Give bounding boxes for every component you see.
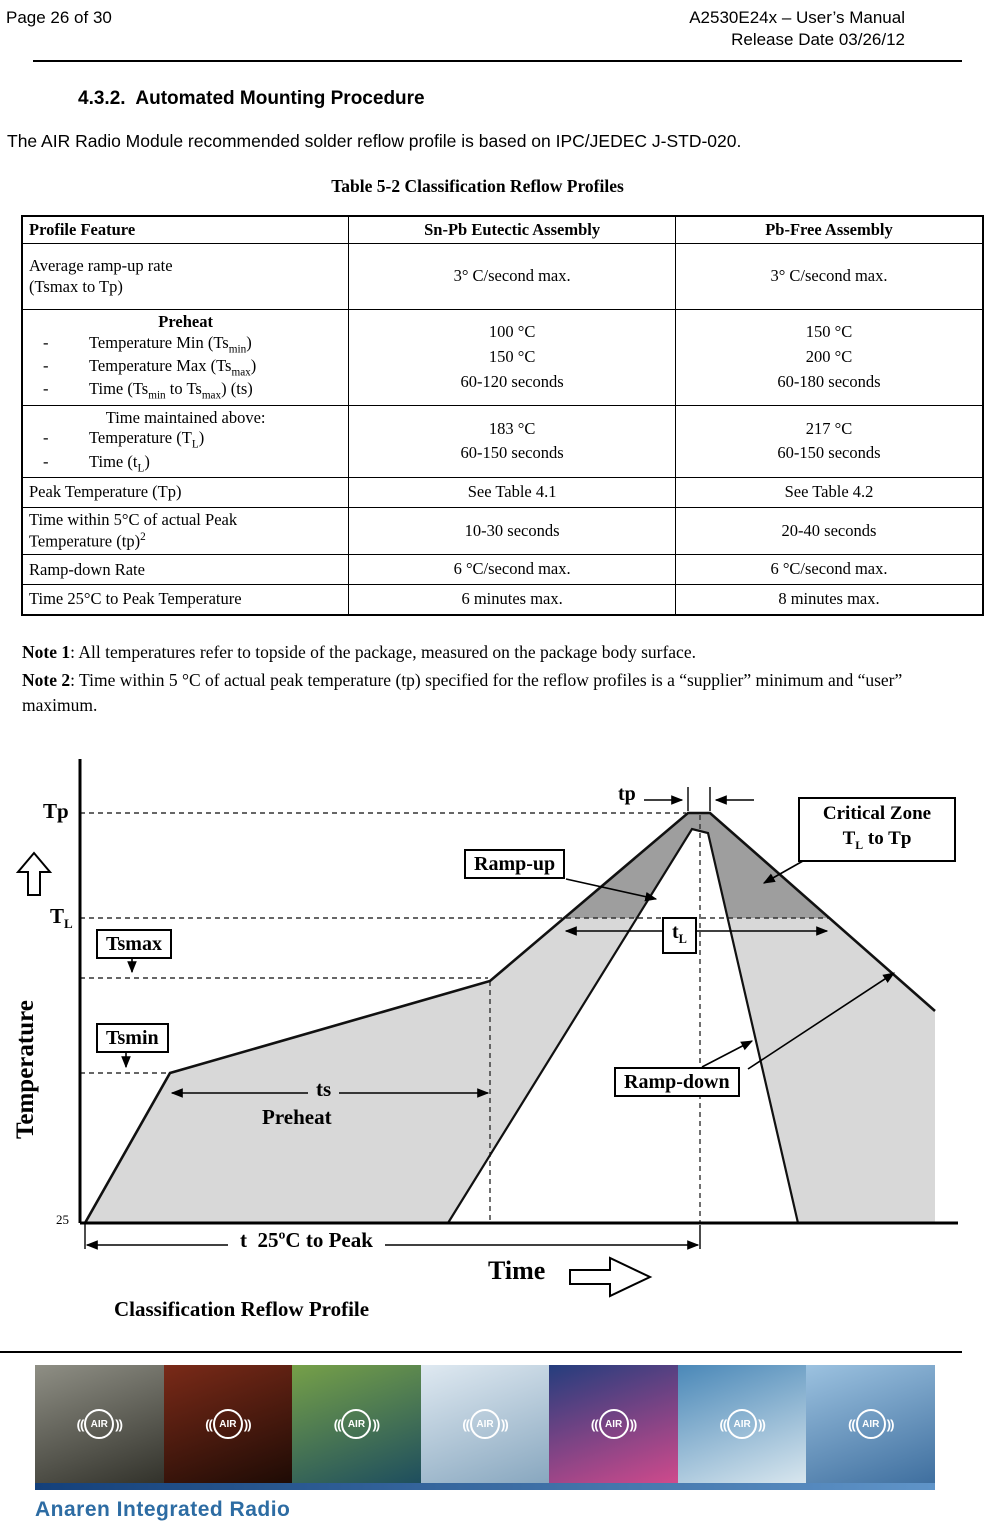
critical-zone-region (564, 813, 829, 919)
photo-skier: ((AIR)) (163, 1365, 293, 1484)
air-logo: ((AIR)) (205, 1409, 251, 1440)
notes: Note 1: All temperatures refer to topsid… (22, 640, 938, 718)
table-row: Ramp-down Rate 6 °C/second max. 6 °C/secon… (21, 554, 984, 586)
table-row: Average ramp-up rate (Tsmax to Tp) 3° C/se… (21, 242, 984, 311)
profile-feature-cell: Average ramp-up rate (Tsmax to Tp) (21, 242, 350, 311)
tp-span-label: tp (618, 783, 636, 806)
snpb-cell: 6 °C/second max. (348, 554, 676, 586)
pbfree-cell: 20-40 seconds (674, 506, 984, 556)
ramp-down-label: Ramp-down (614, 1067, 740, 1098)
table-title: Table 5-2 Classification Reflow Profiles (331, 175, 624, 196)
reflow-table: Profile Feature Sn-Pb Eutectic Assembly … (21, 214, 984, 616)
figure-caption: Classification Reflow Profile (114, 1297, 370, 1322)
pbfree-cell: 150 °C 200 °C 60-180 seconds (674, 309, 984, 406)
preheat-label: Preheat (262, 1105, 332, 1130)
photo-mountain-biker: ((AIR)) (292, 1365, 421, 1484)
pbfree-cell: 3° C/second max. (674, 242, 984, 311)
pbfree-cell: 8 minutes max. (674, 584, 984, 616)
footer-accent-bar (35, 1483, 935, 1491)
reflow-figure: Tp TL 25 Tsmax Tsmin Ramp-up Critical Zo… (10, 753, 970, 1333)
table-row: Preheat - Temperature Min (Tsmin) - Temperat… (21, 309, 984, 406)
note: Note 2: Time within 5 °C of actual peak … (22, 669, 903, 715)
snpb-cell: 3° C/second max. (348, 242, 676, 311)
release-date: Release Date 03/26/12 (731, 30, 905, 50)
pbfree-cell: 6 °C/second max. (674, 554, 984, 586)
intro-paragraph: The AIR Radio Module recommended solder … (7, 130, 742, 151)
section-heading: 4.3.2. Automated Mounting Procedure (78, 87, 425, 109)
brand-logo-text: Anaren Integrated Radio (35, 1498, 291, 1522)
ramp-up-label: Ramp-up (464, 849, 566, 880)
air-logo: ((AIR)) (720, 1409, 766, 1440)
critical-zone-label: Critical Zone TL to Tp (798, 797, 956, 863)
photo-kayaker: ((AIR)) (677, 1365, 807, 1484)
profile-band (85, 813, 935, 1224)
snpb-cell: 6 minutes max. (348, 584, 676, 616)
time-arrow-icon (569, 1256, 653, 1299)
air-logo: ((AIR)) (591, 1409, 637, 1440)
t25-to-peak-label: t 25ºC to Peak (228, 1228, 385, 1254)
table-row: Time maintained above: - Temperature (TL) -… (21, 404, 984, 478)
air-logo: ((AIR)) (77, 1409, 123, 1440)
snpb-cell: 10-30 seconds (348, 506, 676, 556)
profile-feature-cell: Time within 5°C of actual Peak Temperatur… (21, 506, 350, 556)
pbfree-cell: 217 °C 60-150 seconds (674, 404, 984, 478)
col-header-snpb: Sn-Pb Eutectic Assembly (348, 215, 676, 244)
air-logo: ((AIR)) (334, 1409, 380, 1440)
photo-skateboarder: ((AIR)) (35, 1365, 164, 1484)
arrows (85, 795, 896, 1251)
profile-feature-cell: Peak Temperature (Tp) (21, 476, 350, 508)
tsmax-label: Tsmax (96, 929, 172, 960)
snpb-cell: See Table 4.1 (348, 476, 676, 508)
time-axis-label: Time (488, 1256, 546, 1286)
photo-wakeboarder: ((AIR)) (806, 1365, 936, 1484)
table-header-row: Profile Feature Sn-Pb Eutectic Assembly … (21, 215, 984, 244)
tick-marks (84, 787, 711, 1250)
snpb-cell: 100 °C 150 °C 60-120 seconds (348, 309, 676, 406)
pbfree-cell: See Table 4.2 (674, 476, 984, 508)
ts-span-label: ts (308, 1077, 340, 1103)
note: Note 1: All temperatures refer to topsid… (22, 641, 696, 662)
reflow-profile-plot (15, 759, 958, 1299)
profile-feature-cell: Preheat - Temperature Min (Tsmin) - Temperat… (21, 309, 350, 406)
page-header: Page 26 of 30 A2530E24x – User’s Manual … (0, 0, 995, 52)
profile-feature-cell: Time 25°C to Peak Temperature (21, 584, 350, 616)
photo-snowboarder: ((AIR)) (420, 1365, 550, 1484)
tl-span-label: tL (662, 917, 697, 955)
temperature-arrow-icon (15, 851, 53, 897)
temperature-axis-label: Temperature (12, 1000, 39, 1140)
origin-label: 25 (56, 1212, 69, 1228)
table-row: Time 25°C to Peak Temperature 6 minutes m… (21, 584, 984, 616)
col-header-profile-feature: Profile Feature (21, 215, 350, 244)
air-logo: ((AIR)) (462, 1409, 509, 1440)
table-row: Peak Temperature (Tp) See Table 4.1 See Ta… (21, 476, 984, 508)
photo-windsurfer: ((AIR)) (549, 1365, 678, 1484)
upper-profile-curve (83, 812, 936, 1225)
tp-axis-label: Tp (43, 799, 69, 824)
page-number: Page 26 of 30 (6, 8, 112, 27)
air-logo: ((AIR)) (848, 1409, 894, 1440)
header-rule (33, 59, 962, 62)
lower-profile-curve (447, 828, 800, 1225)
table-row: Time within 5°C of actual Peak Temperatur… (21, 506, 984, 556)
document-title: A2530E24x – User’s Manual (689, 8, 905, 27)
reflow-table-body: Average ramp-up rate (Tsmax to Tp) 3° C/se… (21, 242, 984, 616)
profile-feature-cell: Ramp-down Rate (21, 554, 350, 586)
tl-axis-label: TL (50, 904, 73, 932)
profile-feature-cell: Time maintained above: - Temperature (TL) -… (21, 404, 350, 478)
photo-strip: ((AIR)) ((AIR)) ((AIR)) ((AIR)) ((AIR)) ((AIR… (35, 1365, 936, 1484)
dashed-guides (80, 812, 829, 1224)
snpb-cell: 183 °C 60-150 seconds (348, 404, 676, 478)
tsmin-label: Tsmin (96, 1023, 169, 1054)
footer-rule (0, 1351, 962, 1354)
col-header-pbfree: Pb-Free Assembly (674, 215, 984, 244)
